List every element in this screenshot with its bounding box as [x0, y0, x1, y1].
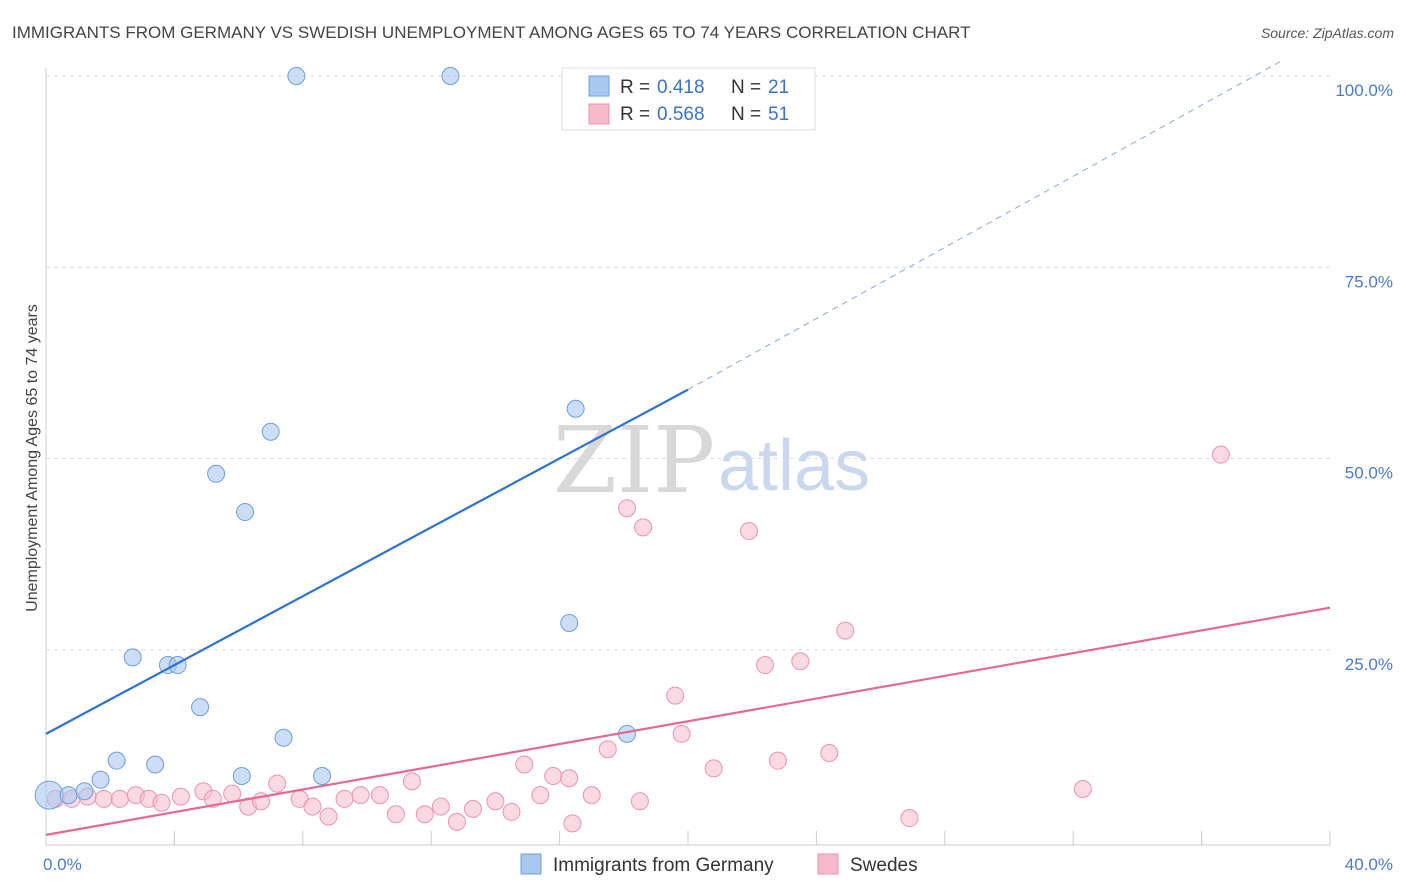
swedes-point-19: [351, 786, 370, 805]
germany-point-4: [107, 751, 126, 770]
swedes-point-17: [319, 807, 338, 826]
swedes-point-26: [463, 799, 482, 818]
swedes-point-20: [370, 786, 389, 805]
swedes-point-38: [630, 792, 649, 811]
swedes-point-32: [560, 769, 579, 788]
chart-source: Source: ZipAtlas.com: [1261, 25, 1394, 41]
watermark-atlas: atlas: [718, 426, 870, 506]
swedes-point-48: [900, 809, 919, 828]
swedes-point-46: [820, 744, 839, 763]
swedes-point-49: [1073, 779, 1092, 798]
swedes-point-29: [515, 755, 534, 774]
swedes-point-43: [756, 656, 775, 675]
swedes-point-7: [152, 793, 171, 812]
watermark-zip: ZIP: [553, 407, 715, 514]
y-tick-label-100: 100.0%: [1335, 81, 1393, 100]
germany-point-19: [566, 399, 585, 418]
germany-trendline-extension: [687, 60, 1283, 391]
swedes-trendline: [45, 606, 1331, 836]
bottom-legend-swedes-label: Swedes: [850, 855, 918, 876]
legend-germany-r-label: R =: [620, 77, 650, 98]
swedes-point-34: [582, 786, 601, 805]
x-tick-label-min: 0.0%: [43, 855, 82, 874]
legend-swedes-r-label: R =: [620, 104, 650, 125]
swedes-point-42: [739, 522, 758, 541]
germany-point-9: [191, 698, 210, 717]
swedes-points: [46, 445, 1230, 833]
trendlines: [45, 60, 1331, 836]
legend-swedes-n-label: N =: [731, 104, 761, 125]
y-tick-label-50: 50.0%: [1345, 464, 1393, 483]
swedes-point-24: [431, 797, 450, 816]
swedes-point-40: [672, 724, 691, 743]
swedes-point-35: [598, 740, 617, 759]
legend-box: R = 0.418 N = 21 R = 0.568 N = 51: [561, 67, 816, 131]
swedes-point-16: [303, 797, 322, 816]
y-axis-label: Unemployment Among Ages 65 to 74 years: [24, 304, 41, 612]
legend-swedes-n-value: 51: [768, 104, 789, 125]
swedes-point-41: [704, 759, 723, 778]
germany-points: [34, 67, 637, 810]
chart-title: IMMIGRANTS FROM GERMANY VS SWEDISH UNEMP…: [12, 23, 970, 42]
swedes-point-25: [447, 812, 466, 831]
y-tick-label-25: 25.0%: [1345, 655, 1393, 674]
swedes-point-45: [791, 652, 810, 671]
swedes-point-14: [268, 774, 287, 793]
swedes-point-21: [386, 805, 405, 824]
swedes-point-50: [1211, 445, 1230, 464]
swedes-point-31: [544, 766, 563, 785]
germany-point-12: [232, 766, 251, 785]
swedes-point-27: [486, 792, 505, 811]
swedes-point-36: [618, 499, 637, 518]
germany-point-10: [207, 464, 226, 483]
swedes-point-23: [415, 805, 434, 824]
legend-germany-r-value: 0.418: [657, 77, 705, 98]
swedes-point-47: [836, 621, 855, 640]
germany-point-2: [75, 782, 94, 801]
germany-point-18: [560, 613, 579, 632]
swedes-point-28: [502, 802, 521, 821]
germany-point-3: [91, 770, 110, 789]
bottom-legend-swedes-swatch: [817, 853, 839, 875]
germany-point-0: [34, 780, 64, 810]
germany-point-11: [236, 503, 255, 522]
legend-swedes-swatch: [588, 103, 610, 125]
x-tick-label-max: 40.0%: [1345, 855, 1393, 874]
germany-point-17: [441, 67, 460, 85]
germany-point-15: [287, 67, 306, 85]
germany-point-5: [123, 648, 142, 667]
legend-germany-n-value: 21: [768, 77, 789, 98]
bottom-legend-germany-label: Immigrants from Germany: [553, 855, 774, 876]
swedes-point-37: [634, 518, 653, 537]
swedes-point-3: [94, 789, 113, 808]
axes: [45, 68, 1331, 846]
swedes-point-33: [563, 814, 582, 833]
swedes-point-4: [110, 789, 129, 808]
y-tick-labels: 25.0% 50.0% 75.0% 100.0%: [1335, 81, 1393, 674]
bottom-legend: Immigrants from Germany Swedes: [520, 853, 918, 876]
watermark: ZIP atlas: [553, 407, 870, 514]
swedes-point-44: [768, 751, 787, 770]
swedes-point-22: [402, 772, 421, 791]
swedes-point-39: [666, 686, 685, 705]
germany-trendline: [45, 388, 689, 735]
bottom-legend-germany-swatch: [520, 853, 542, 875]
swedes-point-8: [171, 787, 190, 806]
legend-germany-swatch: [588, 75, 610, 97]
gridlines: [46, 75, 1330, 651]
swedes-point-18: [335, 789, 354, 808]
germany-point-16: [313, 766, 332, 785]
swedes-point-10: [203, 789, 222, 808]
swedes-point-11: [223, 784, 242, 803]
legend-swedes-r-value: 0.568: [657, 104, 705, 125]
swedes-point-30: [531, 786, 550, 805]
germany-point-6: [146, 755, 165, 774]
germany-point-13: [261, 422, 280, 441]
legend-germany-n-label: N =: [731, 77, 761, 98]
y-tick-label-75: 75.0%: [1345, 272, 1393, 291]
germany-point-14: [274, 728, 293, 747]
germany-point-1: [59, 786, 78, 805]
